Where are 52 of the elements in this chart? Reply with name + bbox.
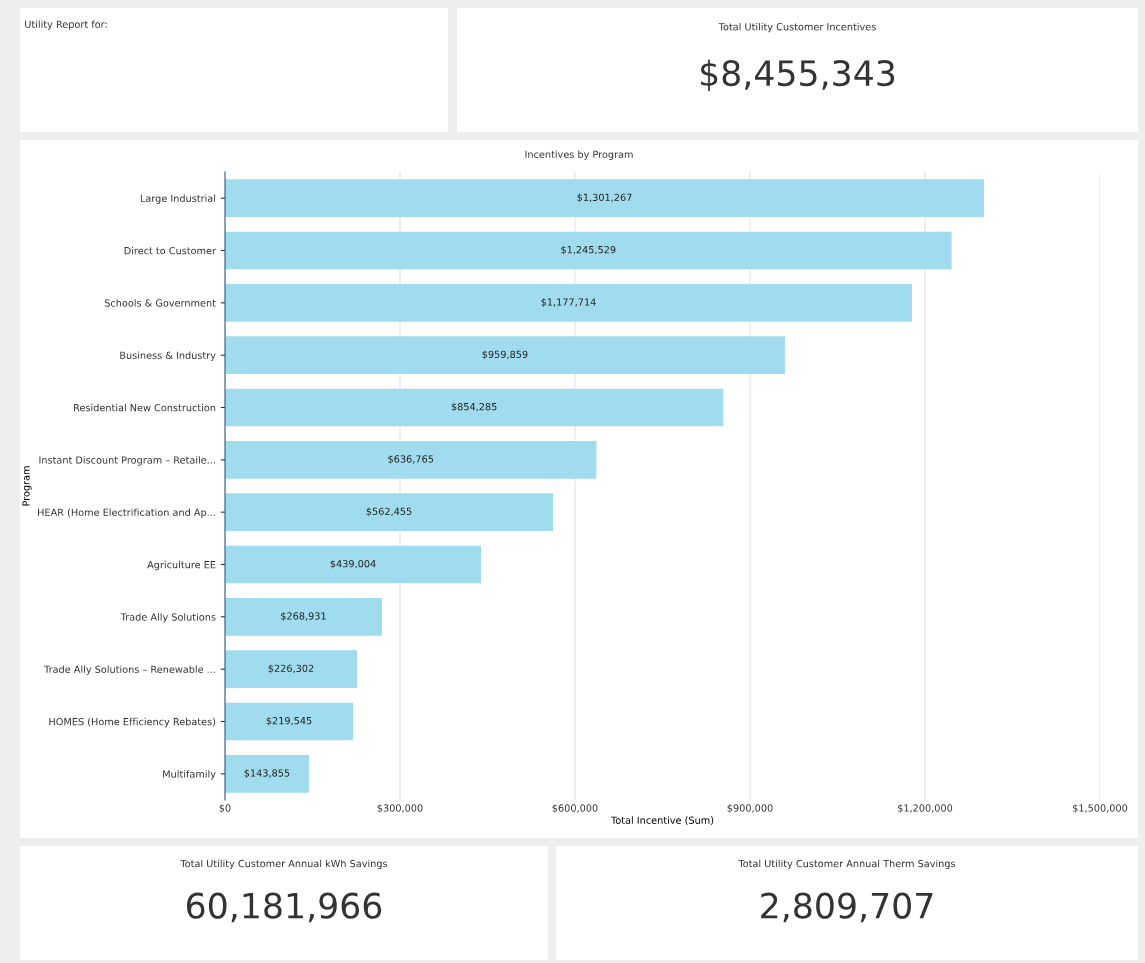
text: 60,181,966 [187,892,382,923]
y-axis-title: Program [22,466,32,506]
data-label: $1,177,714 [541,298,596,307]
bar [225,493,554,532]
bar [225,545,482,584]
data-label: $226,302 [268,664,314,674]
data-label: $1,301,267 [577,193,632,203]
data-label: $219,545 [266,716,312,726]
data-label: $1,245,529 [561,245,616,255]
y-tick-label: HEAR (Home Electrification and Ap... [38,508,215,518]
bar [225,336,785,375]
bar [225,388,724,427]
y-tick-label: Business & Industry [120,351,216,361]
text: Total Utility Customer Annual Therm Savings [738,859,956,870]
y-tick-label: Trade Ally Solutions – Renewable ... [44,665,215,675]
y-tick-label: Trade Ally Solutions [120,613,216,623]
text: Total Utility Customer Incentives [718,22,876,33]
data-label: $143,855 [244,769,290,778]
y-tick-label: Schools & Government [104,299,216,307]
text: Utility Report for: [25,20,107,30]
data-label: $959,859 [482,350,528,360]
x-tick-label: $600,000 [552,804,598,813]
x-tick-label: $1,500,000 [1072,804,1128,813]
data-label: $439,004 [330,559,376,569]
text: Total Utility Customer Annual kWh Savings [180,859,388,870]
chart-title: Incentives by Program [525,150,633,160]
bar [225,702,354,741]
bar [225,440,597,479]
y-tick-label: Direct to Customer [124,246,216,255]
bar [225,179,985,218]
text: 2,809,707 [761,892,933,923]
text: $8,455,343 [700,59,895,91]
x-tick-label: $300,000 [377,804,423,813]
y-tick-label: HOMES (Home Efficiency Rebates) [49,717,216,728]
bar [225,650,358,689]
bar [225,597,382,636]
x-tick-label: $0 [219,804,231,813]
bar [225,754,309,793]
bar [225,231,952,270]
y-tick-label: Instant Discount Program – Retaile... [39,456,215,466]
data-label: $854,285 [451,402,497,412]
y-tick-label: Agriculture EE [147,560,216,571]
x-tick-label: $1,200,000 [897,804,953,813]
y-tick-label: Large Industrial [140,194,216,204]
y-tick-label: Multifamily [163,770,216,780]
y-tick-label: Residential New Construction [74,403,216,412]
bar [225,283,912,322]
data-label: $268,931 [281,612,326,621]
data-label: $562,455 [366,507,412,517]
data-label: $636,765 [388,455,434,464]
x-axis-title: Total Incentive (Sum) [610,816,714,826]
x-tick-label: $900,000 [727,804,773,813]
